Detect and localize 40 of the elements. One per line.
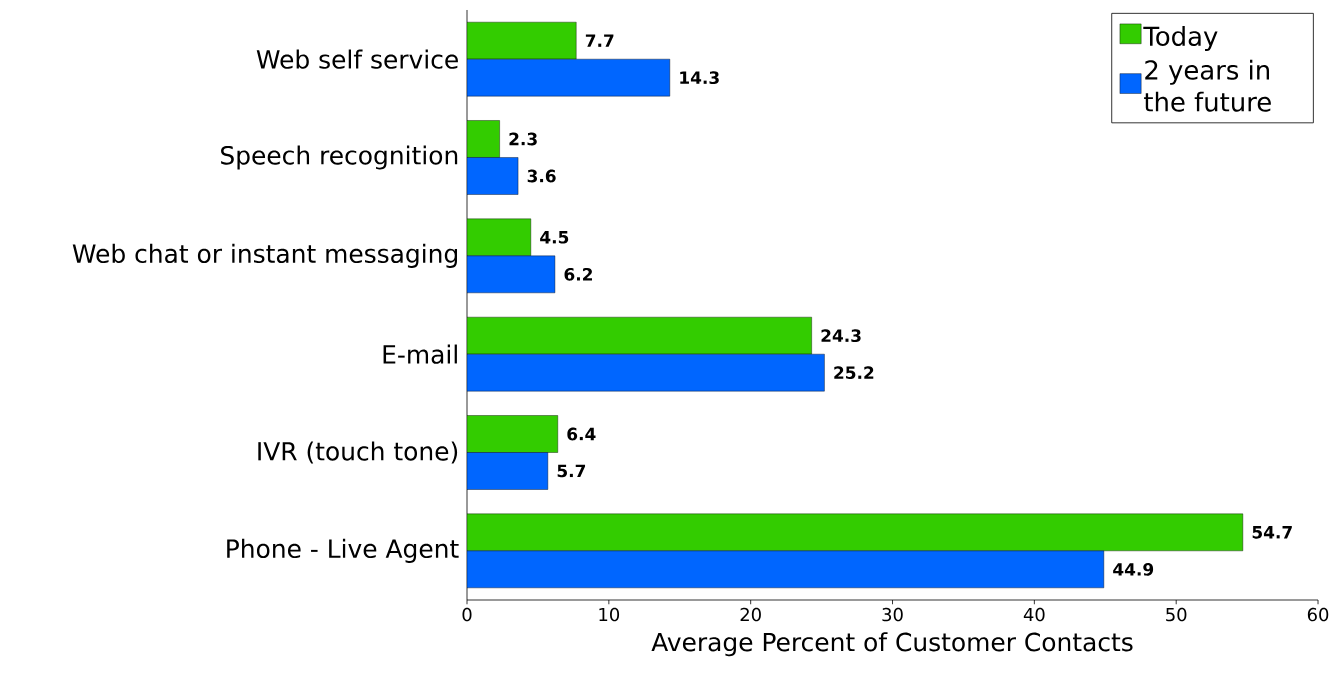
- bar: [467, 120, 500, 158]
- bar: [467, 513, 1244, 552]
- x-tick-label: 40: [1023, 607, 1045, 622]
- y-tick-label: Speech recognition: [221, 145, 458, 170]
- data-label: 24.3: [821, 329, 861, 343]
- x-tick-label: 50: [1166, 607, 1187, 622]
- y-tick-label: Web self service: [256, 49, 458, 69]
- bar: [467, 550, 1105, 589]
- y-tick-label: Web chat or instant messaging: [72, 243, 457, 268]
- data-label: 5.7: [557, 464, 586, 478]
- bar: [467, 157, 519, 195]
- x-tick-label: 10: [599, 607, 620, 622]
- legend-label: 2 years in the future: [1144, 59, 1271, 112]
- x-tick-label: 30: [882, 607, 903, 622]
- legend-label: Today: [1143, 25, 1218, 52]
- bar: [467, 316, 812, 355]
- bar: [467, 58, 671, 97]
- x-tick-label: 0: [462, 607, 472, 622]
- data-label: 6.2: [564, 267, 592, 281]
- data-label: 2.3: [509, 132, 537, 146]
- bar: [467, 255, 556, 294]
- data-label: 25.2: [834, 366, 874, 380]
- data-label: 4.5: [540, 231, 569, 244]
- x-axis-title: Average Percent of Customer Contacts: [651, 632, 1133, 657]
- data-label: 7.7: [585, 34, 614, 47]
- x-tick-label: 60: [1307, 607, 1329, 622]
- data-label: 44.9: [1113, 562, 1154, 576]
- bar: [467, 21, 577, 60]
- bar: [467, 415, 558, 453]
- data-label: 3.6: [527, 169, 556, 183]
- y-tick-label: IVR (touch tone): [258, 441, 458, 464]
- y-tick-label: E-mail: [383, 344, 457, 364]
- bar: [467, 452, 549, 490]
- data-label: 14.3: [680, 71, 719, 85]
- bar: [467, 353, 825, 392]
- data-label: 6.4: [567, 427, 596, 441]
- x-tick-label: 20: [740, 607, 761, 622]
- data-label: 54.7: [1252, 526, 1292, 539]
- bar: [467, 218, 532, 257]
- y-tick-label: Phone - Live Agent: [227, 538, 459, 563]
